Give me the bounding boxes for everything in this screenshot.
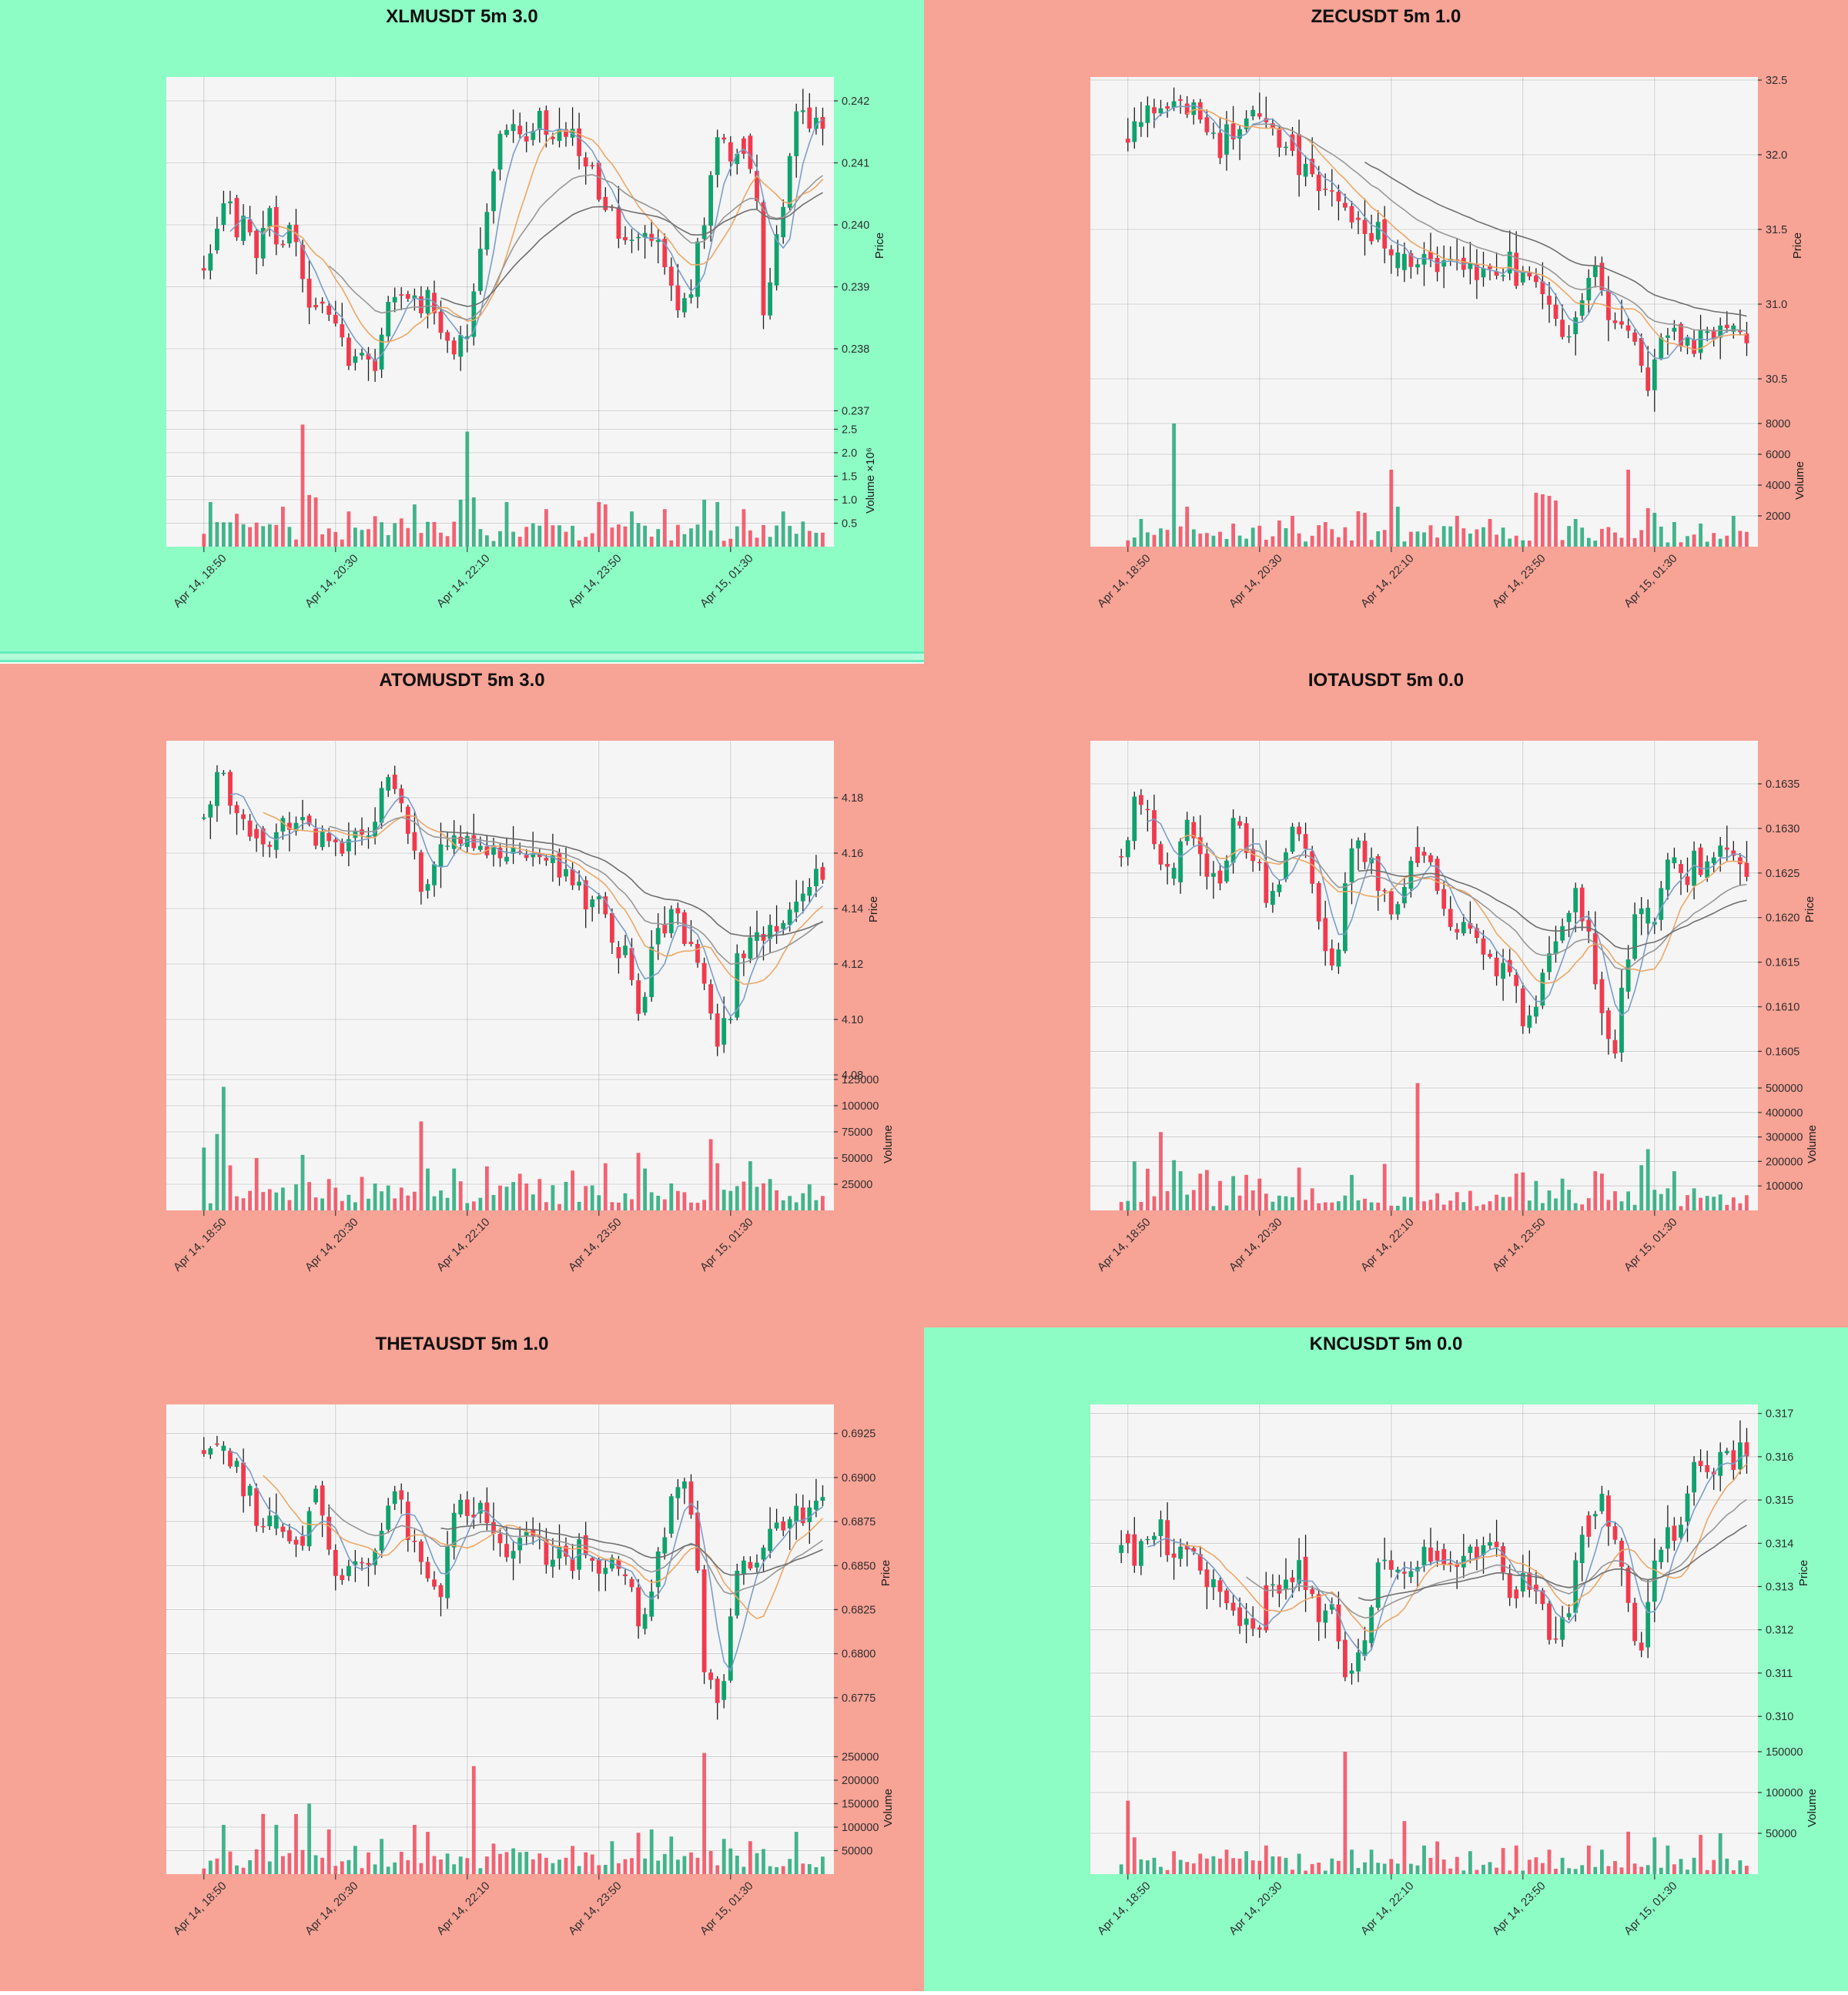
svg-text:0.6775: 0.6775 <box>842 1692 875 1705</box>
svg-text:0.1615: 0.1615 <box>1766 957 1799 969</box>
svg-text:125000: 125000 <box>842 1074 879 1086</box>
svg-text:0.6850: 0.6850 <box>842 1560 875 1572</box>
svg-text:500000: 500000 <box>1766 1083 1803 1095</box>
svg-text:50000: 50000 <box>1766 1828 1796 1840</box>
svg-text:100000: 100000 <box>1766 1180 1803 1193</box>
svg-text:0.310: 0.310 <box>1766 1711 1793 1723</box>
svg-text:6000: 6000 <box>1766 449 1790 461</box>
svg-text:4.10: 4.10 <box>842 1014 863 1026</box>
svg-text:32.5: 32.5 <box>1766 75 1787 87</box>
svg-text:300000: 300000 <box>1766 1132 1803 1144</box>
svg-text:Volume: Volume <box>882 1789 895 1827</box>
svg-text:ZECUSDT 5m 1.0: ZECUSDT 5m 1.0 <box>1311 6 1461 27</box>
svg-text:0.239: 0.239 <box>842 282 869 294</box>
svg-text:Price: Price <box>1791 233 1804 259</box>
svg-text:Price: Price <box>867 896 880 922</box>
svg-text:30.5: 30.5 <box>1766 373 1787 386</box>
svg-text:0.312: 0.312 <box>1766 1625 1793 1637</box>
svg-text:0.315: 0.315 <box>1766 1495 1793 1507</box>
svg-text:THETAUSDT 5m 1.0: THETAUSDT 5m 1.0 <box>376 1334 549 1354</box>
svg-text:4000: 4000 <box>1766 480 1790 492</box>
svg-text:0.1620: 0.1620 <box>1766 912 1799 925</box>
svg-text:100000: 100000 <box>842 1100 879 1113</box>
svg-text:XLMUSDT 5m 3.0: XLMUSDT 5m 3.0 <box>386 6 537 27</box>
svg-text:50000: 50000 <box>842 1846 872 1858</box>
svg-text:Volume: Volume <box>1793 461 1806 500</box>
svg-text:2.0: 2.0 <box>842 447 857 460</box>
svg-text:0.6800: 0.6800 <box>842 1649 875 1661</box>
svg-text:4.14: 4.14 <box>842 903 863 915</box>
svg-text:0.241: 0.241 <box>842 158 869 170</box>
svg-text:Volume: Volume <box>882 1125 895 1163</box>
svg-text:250000: 250000 <box>842 1752 879 1764</box>
svg-text:0.313: 0.313 <box>1766 1582 1793 1594</box>
svg-text:4.08: 4.08 <box>842 1069 863 1082</box>
svg-text:400000: 400000 <box>1766 1107 1803 1120</box>
svg-text:75000: 75000 <box>842 1126 872 1139</box>
svg-text:ATOMUSDT 5m 3.0: ATOMUSDT 5m 3.0 <box>379 670 544 691</box>
svg-text:200000: 200000 <box>842 1775 879 1787</box>
svg-text:50000: 50000 <box>842 1153 872 1165</box>
svg-text:150000: 150000 <box>842 1799 879 1811</box>
svg-text:25000: 25000 <box>842 1179 872 1191</box>
svg-text:31.5: 31.5 <box>1766 224 1787 236</box>
svg-text:Price: Price <box>1797 1560 1810 1586</box>
svg-text:100000: 100000 <box>1766 1787 1803 1799</box>
svg-text:Price: Price <box>879 1560 892 1586</box>
svg-text:150000: 150000 <box>1766 1746 1803 1759</box>
svg-text:0.1630: 0.1630 <box>1766 823 1799 835</box>
svg-text:0.1605: 0.1605 <box>1766 1046 1799 1058</box>
svg-text:0.240: 0.240 <box>842 219 869 232</box>
svg-text:8000: 8000 <box>1766 418 1790 430</box>
svg-text:1.5: 1.5 <box>842 471 857 484</box>
svg-text:100000: 100000 <box>842 1822 879 1834</box>
svg-text:0.242: 0.242 <box>842 95 869 108</box>
svg-text:0.316: 0.316 <box>1766 1451 1793 1464</box>
svg-text:Price: Price <box>1803 896 1816 922</box>
svg-text:0.6875: 0.6875 <box>842 1516 875 1528</box>
svg-text:Volume: Volume <box>1806 1789 1819 1827</box>
svg-text:0.1635: 0.1635 <box>1766 778 1799 791</box>
svg-text:200000: 200000 <box>1766 1156 1803 1168</box>
svg-text:IOTAUSDT 5m 0.0: IOTAUSDT 5m 0.0 <box>1308 670 1464 691</box>
svg-text:0.314: 0.314 <box>1766 1538 1793 1550</box>
svg-text:0.317: 0.317 <box>1766 1408 1793 1421</box>
svg-text:0.311: 0.311 <box>1766 1668 1793 1680</box>
svg-text:Price: Price <box>873 233 886 259</box>
svg-text:0.5: 0.5 <box>842 518 857 531</box>
svg-text:Volume ×10⁶: Volume ×10⁶ <box>864 447 877 514</box>
svg-text:0.6925: 0.6925 <box>842 1428 875 1441</box>
svg-text:0.1625: 0.1625 <box>1766 868 1799 880</box>
svg-text:2.5: 2.5 <box>842 424 857 437</box>
svg-text:0.6825: 0.6825 <box>842 1605 875 1617</box>
svg-text:0.237: 0.237 <box>842 406 869 418</box>
svg-text:31.0: 31.0 <box>1766 299 1787 311</box>
svg-text:32.0: 32.0 <box>1766 149 1787 162</box>
svg-text:2000: 2000 <box>1766 510 1790 523</box>
svg-text:Volume: Volume <box>1806 1125 1819 1163</box>
svg-text:0.6900: 0.6900 <box>842 1472 875 1485</box>
svg-text:0.238: 0.238 <box>842 343 869 356</box>
svg-text:0.1610: 0.1610 <box>1766 1002 1799 1014</box>
svg-text:1.0: 1.0 <box>842 494 857 507</box>
svg-text:4.18: 4.18 <box>842 792 863 805</box>
svg-text:KNCUSDT 5m 0.0: KNCUSDT 5m 0.0 <box>1310 1334 1463 1354</box>
svg-text:4.16: 4.16 <box>842 848 863 860</box>
svg-text:4.12: 4.12 <box>842 959 863 971</box>
